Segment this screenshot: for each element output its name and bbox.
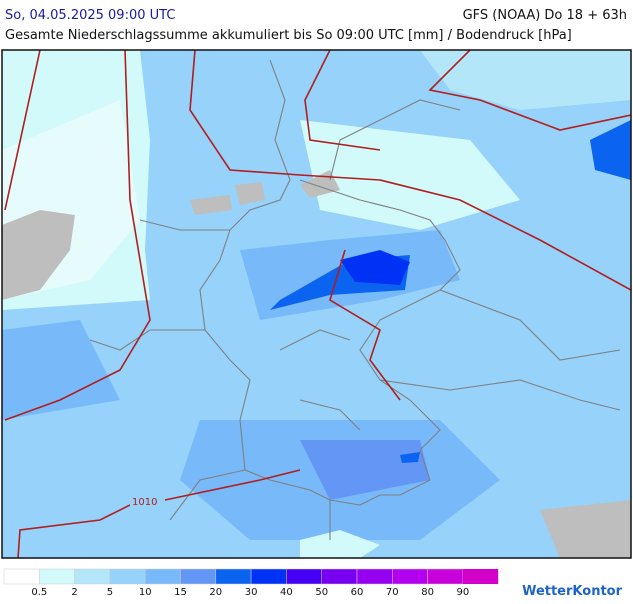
legend-swatch [427,568,464,585]
legend-swatch [215,568,252,585]
legend-swatch [286,568,322,585]
legend-swatch [462,569,499,584]
date-title: So, 04.05.2025 09:00 UTC [5,8,175,23]
logo: WetterKontor [522,584,623,599]
isobar-label: 1010 [132,497,157,508]
subtitle: Gesamte Niederschlagssumme akkumuliert b… [5,28,572,43]
model-title: GFS (NOAA) Do 18 + 63h [463,8,627,23]
legend-swatch [250,568,287,585]
legend-label: 15 [174,587,187,598]
legend-label: 20 [209,587,222,598]
legend-swatch [392,568,428,585]
legend-label: 10 [139,587,152,598]
legend-swatch [356,568,393,585]
legend: 0.5 2 5 10 15 20 30 40 50 60 70 80 90 [3,568,499,598]
legend-label: 0.5 [31,587,47,598]
legend-swatch [39,568,75,585]
legend-swatch [180,568,217,585]
legend-label: 2 [71,587,77,598]
legend-label: 50 [315,587,328,598]
legend-label: 70 [386,587,399,598]
legend-label: 30 [245,587,258,598]
legend-swatch [109,568,146,585]
legend-swatch [321,568,358,585]
legend-label: 40 [280,587,293,598]
legend-swatch [74,568,111,585]
legend-swatch [144,568,181,585]
map: 1010 [1,49,632,559]
legend-label: 5 [107,587,113,598]
legend-label: 60 [351,587,364,598]
legend-swatch [3,568,40,585]
legend-label: 80 [421,587,434,598]
legend-label: 90 [457,587,470,598]
